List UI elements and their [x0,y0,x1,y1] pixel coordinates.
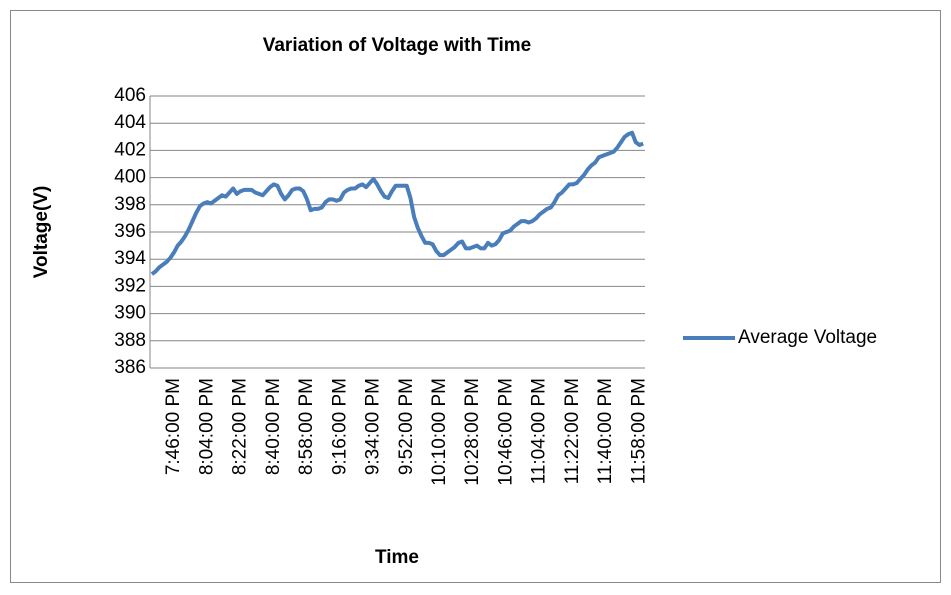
x-tick-label: 9:52:00 PM [396,378,417,475]
y-tick-label: 400 [114,167,146,188]
y-tick-label: 392 [114,275,146,296]
x-tick-label: 11:58:00 PM [628,378,649,484]
x-tick-label: 8:58:00 PM [296,378,317,475]
x-tick-label: 10:10:00 PM [429,378,450,486]
y-tick-label: 406 [114,85,146,106]
x-tick-label: 10:46:00 PM [495,378,516,486]
x-tick-label: 9:16:00 PM [329,378,350,475]
y-tick-label: 388 [114,330,146,351]
y-tick-label: 396 [114,221,146,242]
chart-border [10,10,941,583]
y-tick-label: 394 [114,248,146,269]
data-line [150,130,644,276]
y-tick-label: 390 [114,303,146,324]
y-tick-label: 402 [114,139,146,160]
x-axis-label: Time [375,547,419,568]
x-tick-label: 8:04:00 PM [196,378,217,475]
chart-title: Variation of Voltage with Time [263,35,532,56]
y-tick-label: 404 [114,112,146,133]
x-tick-label: 11:40:00 PM [595,378,616,484]
x-tick-label: 9:34:00 PM [363,378,384,475]
x-tick-label: 10:28:00 PM [462,378,483,486]
legend-label: Average Voltage [738,327,877,348]
x-tick-label: 7:46:00 PM [163,378,184,475]
x-tick-label: 8:40:00 PM [263,378,284,475]
x-tick-label: 11:22:00 PM [562,378,583,484]
x-tick-label: 11:04:00 PM [529,378,550,484]
x-tick-label: 8:22:00 PM [230,378,251,475]
y-tick-label: 398 [114,194,146,215]
y-tick-label: 386 [114,357,146,378]
y-axis-label: Voltage(V) [31,186,52,279]
